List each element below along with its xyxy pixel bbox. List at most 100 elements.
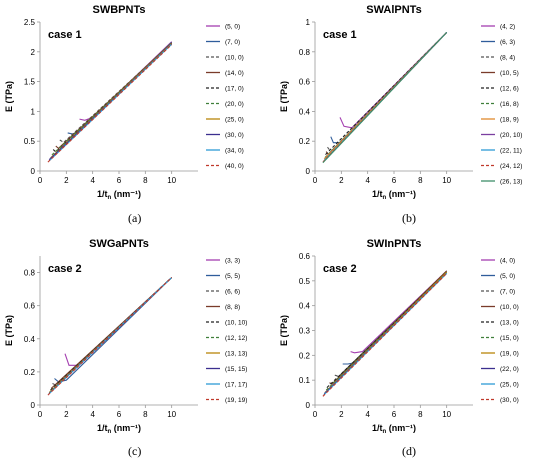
y-tick-label: 2.5	[24, 18, 36, 27]
y-tick-label: 1	[31, 107, 36, 116]
legend-entry: (30, 0)	[225, 132, 244, 139]
x-tick-label: 10	[167, 176, 176, 185]
legend-entry: (4, 2)	[500, 24, 515, 31]
legend-entry: (19, 19)	[225, 397, 247, 404]
legend-entry: (20, 0)	[225, 101, 244, 108]
series-line	[326, 271, 448, 388]
y-axis-label: E (TPa)	[4, 315, 14, 346]
y-tick-label: 0.4	[299, 302, 311, 311]
chart-a: SWBPNTs 0 2 4 6 8 10 0 0.5 1 1.5 2 2.5 E (TPa) 1/tn (n…	[4, 4, 244, 201]
legend-entry: (8, 4)	[500, 55, 515, 62]
panel-label-b: (b)	[402, 211, 416, 225]
x-tick-label: 0	[313, 410, 318, 419]
x-tick-label: 10	[167, 410, 176, 419]
x-tick-label: 6	[117, 410, 122, 419]
chart-title: SWBPNTs	[93, 4, 146, 16]
case-annotation: case 1	[48, 29, 82, 41]
series-line	[322, 273, 448, 397]
legend-entry: (5, 0)	[500, 273, 515, 280]
series-line	[52, 43, 173, 153]
legend-entry: (12, 12)	[225, 335, 247, 342]
y-tick-label: 0.8	[24, 269, 36, 278]
y-tick-label: 0.4	[24, 335, 36, 344]
y-tick-label: 0	[31, 401, 36, 410]
legend-entry: (13, 0)	[500, 320, 519, 327]
x-tick-label: 6	[117, 176, 122, 185]
y-tick-label: 0.8	[299, 48, 311, 57]
chart-c: SWGaPNTs 0 2 4 6 8 10 0 0.2 0.4 0.6 0.8 E (TPa) 1/tn …	[4, 238, 247, 435]
x-tick-label: 0	[38, 410, 43, 419]
legend-entry: (12, 6)	[500, 86, 519, 93]
legend-entry: (10, 10)	[225, 320, 247, 327]
x-axis-label: 1/tn (nm⁻¹)	[97, 189, 141, 200]
x-tick-label: 4	[365, 176, 370, 185]
panel-d: SWInPNTs 0 2 4 6 8 10 0 0.1 0.2 0.3 0.4 0.5 0.6 E (TPa…	[275, 234, 550, 467]
y-tick-label: 0.2	[299, 351, 311, 360]
x-tick-label: 4	[90, 176, 95, 185]
legend-entry: (25, 0)	[225, 117, 244, 124]
panel-c: SWGaPNTs 0 2 4 6 8 10 0 0.2 0.4 0.6 0.8 E (TPa) 1/tn …	[0, 234, 275, 467]
legend-entry: (17, 0)	[225, 86, 244, 93]
legend-entry: (5, 5)	[225, 273, 240, 280]
legend-entry: (34, 0)	[225, 148, 244, 155]
x-tick-label: 2	[64, 176, 69, 185]
legend-entry: (7, 0)	[500, 289, 515, 296]
legend-entry: (15, 15)	[225, 366, 247, 373]
legend-entry: (10, 0)	[500, 304, 519, 311]
y-tick-label: 1	[306, 18, 311, 27]
legend-entry: (18, 9)	[500, 117, 519, 124]
legend-entry: (6, 3)	[500, 39, 515, 46]
series-line	[342, 270, 448, 365]
legend-entry: (20, 10)	[500, 132, 522, 139]
chart-title: SWInPNTs	[367, 238, 422, 250]
legend-entry: (30, 0)	[500, 397, 519, 404]
legend-entry: (40, 0)	[225, 163, 244, 170]
y-tick-label: 0.6	[24, 302, 36, 311]
y-axis-label: E (TPa)	[279, 315, 289, 346]
chart-d: SWInPNTs 0 2 4 6 8 10 0 0.1 0.2 0.3 0.4 0.5 0.6 E (TPa…	[279, 238, 519, 435]
x-tick-label: 2	[339, 176, 344, 185]
y-tick-label: 0.4	[299, 107, 311, 116]
x-tick-label: 0	[313, 176, 318, 185]
x-tick-label: 8	[143, 176, 148, 185]
legend-entry: (17, 17)	[225, 382, 247, 389]
legend-entry: (13, 13)	[225, 351, 247, 358]
legend-entry: (6, 6)	[225, 289, 240, 296]
series-line	[350, 270, 448, 354]
x-tick-label: 10	[442, 176, 451, 185]
legend-entry: (4, 0)	[500, 258, 515, 265]
y-tick-label: 0.6	[299, 78, 311, 87]
x-tick-label: 8	[143, 410, 148, 419]
legend-entry: (10, 5)	[500, 70, 519, 77]
y-tick-label: 0	[306, 401, 311, 410]
x-tick-label: 4	[365, 410, 370, 419]
legend-entry: (22, 11)	[500, 148, 522, 155]
series-line	[47, 277, 173, 396]
x-tick-label: 6	[392, 176, 397, 185]
series-line	[55, 42, 173, 150]
y-tick-label: 0	[306, 167, 311, 176]
panel-a: SWBPNTs 0 2 4 6 8 10 0 0.5 1 1.5 2 2.5 E (TPa) 1/tn (n…	[0, 0, 275, 233]
chart-b: SWAlPNTs 0 2 4 6 8 10 0 0.2 0.4 0.6 0.8 1 E (TPa) 1/tn…	[279, 4, 522, 201]
legend-entry: (14, 0)	[225, 70, 244, 77]
legend-entry: (19, 0)	[500, 351, 519, 358]
case-annotation: case 2	[48, 263, 82, 275]
x-axis-label: 1/tn (nm⁻¹)	[372, 423, 416, 434]
series-line	[322, 32, 448, 164]
y-axis-label: E (TPa)	[4, 81, 14, 112]
panel-label-d: (d)	[402, 444, 416, 458]
series-line	[79, 41, 173, 121]
legend-entry: (16, 8)	[500, 101, 519, 108]
y-tick-label: 0.2	[24, 368, 36, 377]
x-tick-label: 4	[90, 410, 95, 419]
y-tick-label: 0.2	[299, 137, 311, 146]
case-annotation: case 2	[323, 263, 357, 275]
x-tick-label: 8	[418, 410, 423, 419]
y-tick-label: 0.1	[299, 376, 311, 385]
y-tick-label: 2	[31, 48, 36, 57]
legend-entry: (15, 0)	[500, 335, 519, 342]
legend-entry: (8, 8)	[225, 304, 240, 311]
legend-entry: (5, 0)	[225, 24, 240, 31]
y-axis-label: E (TPa)	[279, 81, 289, 112]
panel-label-a: (a)	[128, 211, 142, 225]
